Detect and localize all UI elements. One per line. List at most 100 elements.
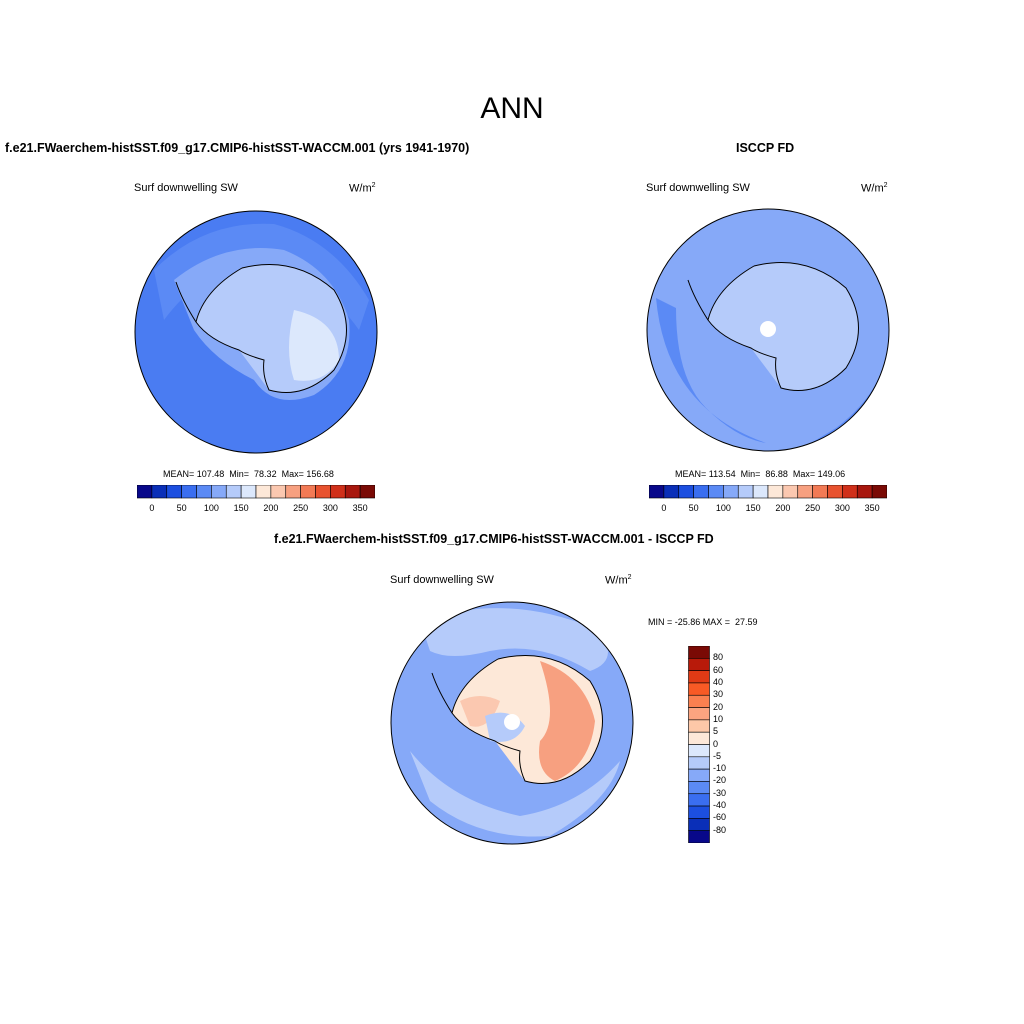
panel-3-colorbar-box: [688, 670, 710, 684]
panel-3-colorbar-label: -5: [713, 750, 722, 761]
panel-2-colorbar-label: 300: [834, 503, 850, 513]
panel-3-colorbar-label: -40: [713, 800, 727, 811]
antarctica-coastline: [687, 261, 859, 391]
panel-2-colorbar-box: [767, 485, 784, 499]
panel-1-map: [134, 210, 378, 454]
panel-1-colorbar-box: [166, 485, 182, 499]
panel-3-colorbar-box: [688, 646, 710, 659]
panel-2-colorbar-labels: 0 50 100 150 200 250 300 350: [649, 503, 887, 517]
panel-3-colorbar-label: -20: [713, 775, 727, 786]
panel-3-colorbar-label: 20: [713, 701, 724, 712]
pole-hole: [504, 714, 520, 730]
panel-3-colorbar-label: 30: [713, 689, 724, 700]
map-border: [134, 210, 378, 454]
panel-1-colorbar-box: [137, 485, 153, 499]
panel-3-colorbar-box: [688, 781, 710, 795]
map-border: [390, 601, 634, 845]
panel-3-colorbar-label: 60: [713, 664, 724, 675]
panel-3-colorbar-label: 80: [713, 652, 724, 663]
panel-1-title: f.e21.FWaerchem-histSST.f09_g17.CMIP6-hi…: [5, 141, 470, 155]
map-border: [646, 208, 890, 452]
panel-1-colorbar-box: [285, 485, 301, 499]
panel-3-variable: Surf downwelling SW: [390, 574, 494, 586]
ocean-patch-south: [410, 751, 620, 837]
panel-2-colorbar-label: 250: [805, 503, 821, 513]
panel-2-colorbar-label: 50: [688, 503, 699, 513]
east-antarctica-warm: [539, 661, 595, 781]
ocean-patch-north: [420, 608, 608, 671]
panel-3-stats: MIN = -25.86 MAX = 27.59: [648, 617, 758, 627]
panel-3-colorbar-label: 0: [713, 738, 719, 749]
panel-1-colorbar-box: [151, 485, 168, 499]
panel-1-colorbar: [137, 485, 375, 499]
panel-3-colorbar-box: [688, 658, 710, 671]
panel-2-variable: Surf downwelling SW: [646, 182, 750, 194]
panel-2-colorbar-label: 350: [864, 503, 880, 513]
panel-3-map: [390, 601, 634, 845]
panel-2-colorbar-box: [797, 485, 813, 499]
panel-2-colorbar-box: [842, 485, 858, 499]
panel-2-colorbar-box: [723, 485, 739, 499]
panel-2-colorbar-box: [663, 485, 680, 499]
panel-1-colorbar-box: [240, 485, 257, 499]
panel-2-colorbar-box: [737, 485, 754, 499]
antarctica-coastline: [175, 263, 347, 393]
panel-3-colorbar-label: -80: [713, 824, 727, 835]
panel-2-colorbar-box: [856, 485, 873, 499]
panel-1-colorbar-label: 0: [149, 503, 155, 513]
panel-3-colorbar-label: -60: [713, 812, 727, 823]
panel-2-colorbar-box: [752, 485, 769, 499]
panel-3-colorbar-label: 10: [713, 713, 724, 724]
panel-2-colorbar-box: [678, 485, 694, 499]
panel-3-colorbar-box: [688, 830, 710, 843]
panel-1-colorbar-label: 50: [176, 503, 187, 513]
panel-2-colorbar-box: [812, 485, 828, 499]
panel-2-colorbar-box: [649, 485, 665, 499]
panel-3-colorbar-label: -30: [713, 787, 727, 798]
panel-1-colorbar-label: 250: [293, 503, 309, 513]
panel-2-colorbar-label: 200: [775, 503, 791, 513]
panel-2-colorbar-box: [871, 485, 887, 499]
panel-3-colorbar-box: [688, 744, 710, 758]
panel-2-colorbar: [649, 485, 887, 499]
panel-1-colorbar-box: [359, 485, 375, 499]
panel-3-colorbar-box: [688, 682, 710, 696]
panel-3-colorbar-box: [688, 731, 710, 745]
main-title: ANN: [480, 92, 544, 125]
panel-2-map: [646, 208, 890, 452]
panel-1-variable: Surf downwelling SW: [134, 182, 238, 194]
panel-1-colorbar-label: 150: [233, 503, 249, 513]
panel-2-colorbar-label: 0: [661, 503, 667, 513]
panel-2-colorbar-label: 150: [745, 503, 761, 513]
pole-hole: [760, 321, 776, 337]
panel-3-colorbar-box: [688, 768, 710, 782]
panel-1-colorbar-box: [255, 485, 272, 499]
panel-2-colorbar-label: 100: [715, 503, 731, 513]
panel-3-colorbar-box: [688, 805, 710, 819]
panel-1-colorbar-label: 350: [352, 503, 368, 513]
panel-3-title: f.e21.FWaerchem-histSST.f09_g17.CMIP6-hi…: [274, 532, 714, 546]
panel-1-colorbar-box: [330, 485, 346, 499]
panel-1-units: W/m2: [349, 182, 376, 195]
ocean-band: [154, 223, 369, 330]
panel-1-colorbar-box: [270, 485, 287, 499]
panel-2-title: ISCCP FD: [736, 141, 795, 155]
panel-3-colorbar-label: 40: [713, 676, 724, 687]
panel-2-units: W/m2: [861, 182, 888, 195]
panel-3-colorbar-box: [688, 756, 710, 770]
panel-3-colorbar: [688, 646, 710, 843]
antarctica-coastline: [431, 654, 603, 784]
panel-3-colorbar-box: [688, 793, 710, 807]
panel-3-colorbar-box: [688, 818, 710, 831]
panel-1-colorbar-box: [225, 485, 242, 499]
panel-3-colorbar-box: [688, 707, 710, 721]
ocean-band-west: [656, 298, 766, 443]
panel-1-colorbar-box: [211, 485, 227, 499]
panel-3-colorbar-label: 5: [713, 726, 719, 737]
panel-2-colorbar-box: [693, 485, 709, 499]
panel-1-colorbar-labels: 0 50 100 150 200 250 300 350: [137, 503, 375, 517]
panel-2-colorbar-box: [782, 485, 799, 499]
panel-1-colorbar-label: 100: [203, 503, 219, 513]
panel-3-units: W/m2: [605, 574, 632, 587]
panel-1-colorbar-label: 300: [322, 503, 338, 513]
